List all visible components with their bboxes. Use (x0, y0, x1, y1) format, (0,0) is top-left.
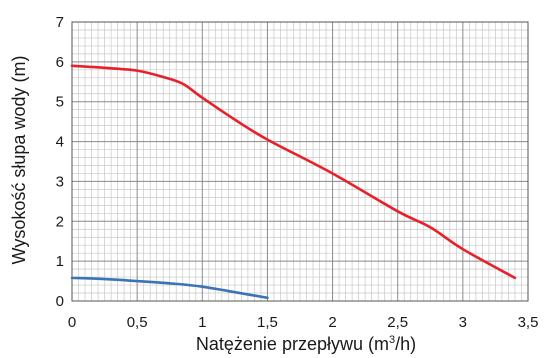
series-layer (70, 64, 517, 300)
x-tick-label: 2 (328, 314, 336, 331)
x-tick-label: 3 (459, 314, 467, 331)
x-tick-label: 0,5 (127, 314, 148, 331)
series-line-2 (70, 276, 269, 300)
y-tick-label: 7 (56, 14, 64, 31)
y-tick-label: 0 (56, 293, 64, 310)
x-tick-labels: 0 0,5 1 1,5 2 2,5 3 3,5 (68, 314, 539, 331)
series-line-1 (70, 64, 517, 280)
x-tick-label: 1 (198, 314, 206, 331)
x-tick-label: 3,5 (518, 314, 539, 331)
y-tick-label: 2 (56, 213, 64, 230)
y-tick-labels: 0 1 2 3 4 5 6 7 (56, 14, 64, 310)
x-tick-label: 1,5 (257, 314, 278, 331)
y-tick-label: 4 (56, 134, 64, 151)
x-axis-label: Natężenie przepływu (m3/h) (196, 334, 416, 354)
plot-frame (71, 21, 529, 302)
y-axis-label: Wysokość słupa wody (m) (9, 56, 29, 265)
y-tick-label: 1 (56, 253, 64, 270)
minor-gridlines (72, 22, 528, 301)
y-tick-label: 6 (56, 54, 64, 71)
y-tick-label: 3 (56, 173, 64, 190)
y-tick-label: 5 (56, 94, 64, 111)
x-tick-label: 0 (68, 314, 76, 331)
x-tick-label: 2,5 (387, 314, 408, 331)
